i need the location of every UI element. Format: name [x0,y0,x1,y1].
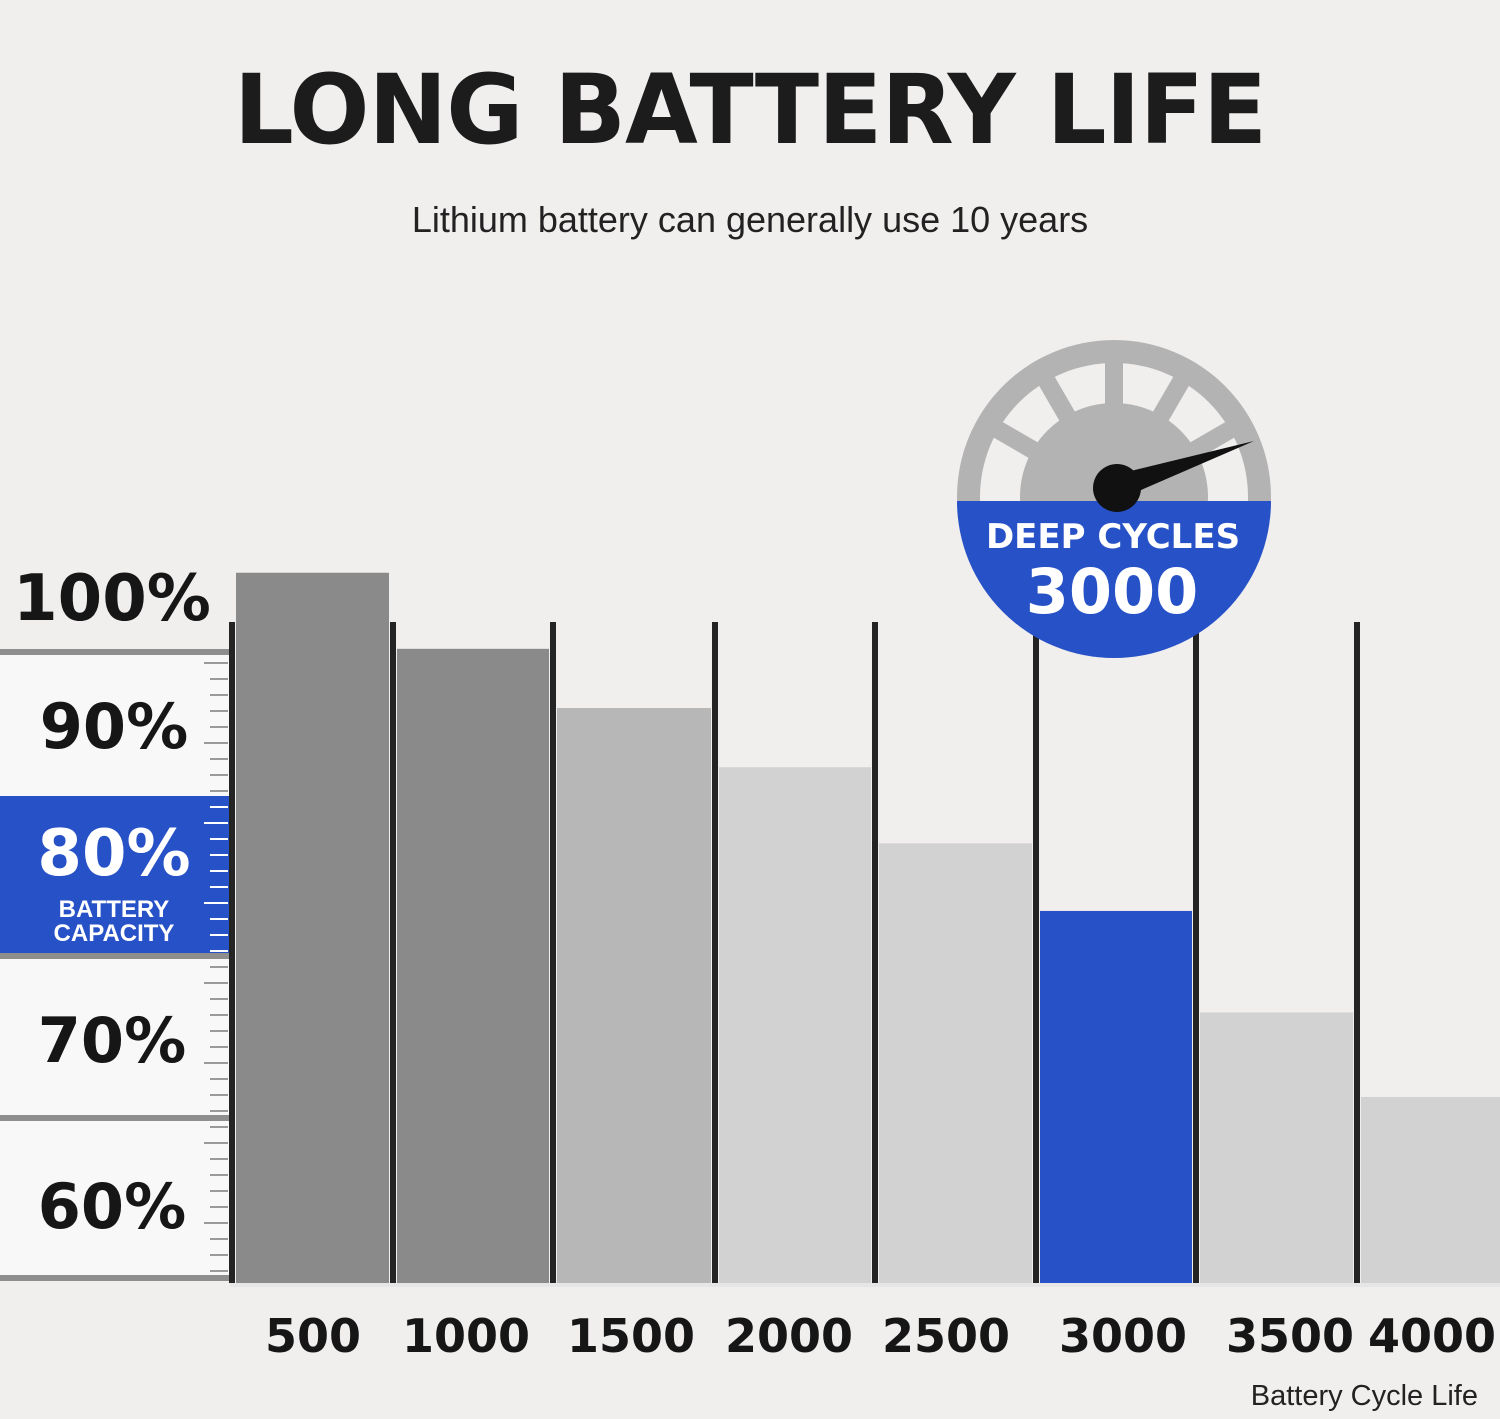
x-tick-label: 3000 [1059,1309,1187,1363]
scale-tick [210,726,228,728]
scale-separator [0,1275,230,1281]
scale-tick [210,1238,228,1240]
scale-tick [204,742,228,744]
scale-tick [204,1222,228,1224]
scale-tick [210,886,228,888]
scale-tick [210,870,228,872]
scale-tick [210,710,228,712]
scale-tick [204,1142,228,1144]
x-tick-label: 3500 [1226,1309,1354,1363]
scale-tick [210,998,228,1000]
column-divider [550,622,556,1283]
column-divider [1193,622,1199,1283]
scale-tick [210,1014,228,1016]
scale-tick [210,854,228,856]
scale-tick [210,934,228,936]
scale-band-70 [0,956,230,1118]
gauge-needle [1110,441,1254,500]
bar-3000 [1040,910,1192,1283]
scale-tick [210,1206,228,1208]
page-subtitle: Lithium battery can generally use 10 yea… [411,199,1089,240]
scale-tick [210,1254,228,1256]
scale-tick [210,1094,228,1096]
scale-tick [210,806,228,808]
scale-separator [0,649,230,655]
y-tick-label: 90% [40,690,188,763]
badge-line2: 3000 [1026,555,1199,628]
badge-line1: DEEP CYCLES [986,517,1240,557]
scale-tick [210,1110,228,1112]
bar-3500 [1200,1012,1353,1283]
scale-tick [210,950,228,952]
bar-2500 [879,843,1032,1283]
scale-band-60 [0,1118,230,1278]
scale-tick [204,982,228,984]
gauge-pivot [1093,464,1141,512]
deep-cycles-badge: DEEP CYCLES 3000 [957,340,1271,658]
scale-band-90 [0,652,230,796]
scale-tick [210,1158,228,1160]
scale-tick [210,966,228,968]
scale-tick [210,1046,228,1048]
x-tick-label: 500 [265,1309,361,1363]
x-tick-label: 1000 [402,1309,530,1363]
scale-ticks [204,662,228,1272]
highlight-value: 80% [37,817,190,891]
scale-tick [210,790,228,792]
scale-band-highlight [0,796,230,956]
capacity-scale [0,649,230,1281]
scale-tick [204,662,228,664]
x-tick-labels: 500 1000 1500 2000 2500 3000 3500 4000 [265,1309,1496,1363]
scale-tick [210,678,228,680]
bar-1500 [557,708,711,1283]
scale-tick [210,1126,228,1128]
y-tick-label: 100% [13,562,211,636]
column-dividers [229,622,1360,1283]
scale-tick [210,774,228,776]
x-tick-label: 1500 [567,1309,695,1363]
bar-4000 [1361,1096,1500,1283]
scale-separator [0,953,230,959]
scale-tick [210,1030,228,1032]
scale-separator [0,1115,230,1121]
column-divider [390,622,396,1283]
column-divider [1033,622,1039,1283]
scale-tick [210,1190,228,1192]
highlight-label-line2: CAPACITY [54,920,175,947]
scale-tick [210,1270,228,1272]
scale-tick [210,758,228,760]
x-axis-title: Battery Cycle Life [1250,1380,1478,1412]
bar-500 [236,572,389,1283]
column-divider [712,622,718,1283]
bar-2000 [719,767,871,1283]
badge-bottom [957,501,1271,658]
column-divider [229,622,235,1283]
scale-tick [210,838,228,840]
scale-tick [204,822,228,824]
column-divider [872,622,878,1283]
bar-1000 [397,648,549,1283]
x-tick-label: 2000 [725,1309,853,1363]
x-tick-label: 2500 [882,1309,1010,1363]
x-tick-label: 4000 [1368,1309,1496,1363]
y-tick-label: 70% [38,1004,186,1077]
bars [236,572,1500,1283]
page-title: LONG BATTERY LIFE [233,54,1267,166]
scale-tick [210,918,228,920]
highlight-label-line1: BATTERY [59,896,170,923]
column-divider [1354,622,1360,1283]
scale-tick [204,1062,228,1064]
x-axis-baseline [230,1283,1500,1287]
scale-tick [204,902,228,904]
scale-tick [210,694,228,696]
scale-tick [210,1174,228,1176]
y-tick-label: 60% [38,1170,186,1243]
scale-tick [210,1078,228,1080]
